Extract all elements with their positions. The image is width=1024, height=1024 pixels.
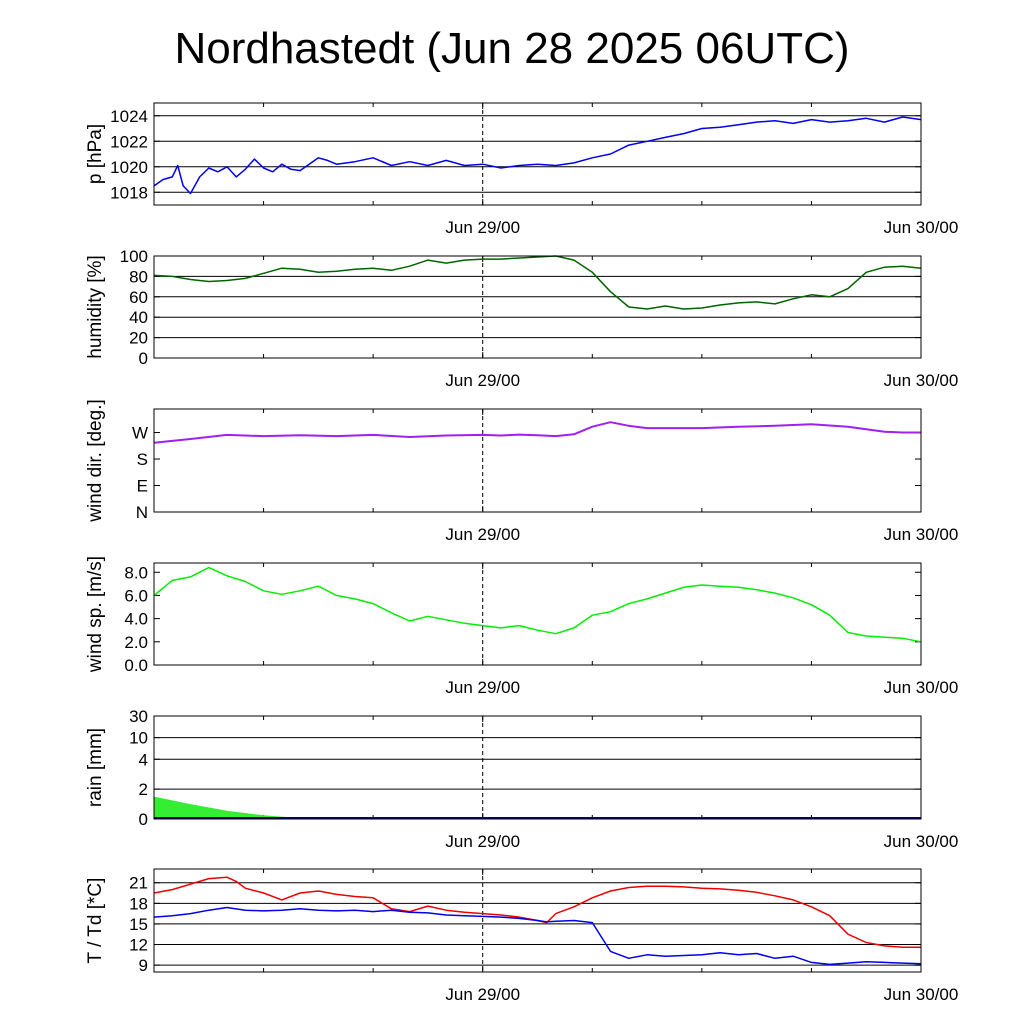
wind_dir-y-tick-label: E <box>137 477 148 496</box>
humidity-y-tick-label: 40 <box>129 308 148 327</box>
x-tick-label: Jun 29/00 <box>445 525 520 544</box>
wind_dir-axis-label: wind dir. [deg.] <box>85 399 106 523</box>
wind_speed-y-tick-label: 6.0 <box>124 586 148 605</box>
humidity-series-line <box>153 255 922 310</box>
humidity-y-tick-label: 100 <box>120 247 148 266</box>
temperature-y-tick-label: 15 <box>129 915 148 934</box>
wind_dir-y-tick-label: N <box>136 503 148 522</box>
temperature-series-line <box>153 906 922 966</box>
rain-y-tick-label: 4 <box>139 750 148 769</box>
rain-y-tick-label: 10 <box>129 729 148 748</box>
pressure-y-tick-label: 1024 <box>110 107 148 126</box>
rain-y-tick-label: 0 <box>139 810 148 829</box>
temperature-series-line <box>153 876 921 949</box>
humidity-y-tick-label: 60 <box>129 288 148 307</box>
page-title: Nordhastedt (Jun 28 2025 06UTC) <box>174 24 850 73</box>
wind_dir-series-line <box>153 421 921 444</box>
wind_dir-y-tick-label: W <box>132 424 148 443</box>
temperature-axis-label: T / Td [*C] <box>85 878 106 964</box>
temperature-y-tick-label: 9 <box>139 956 148 975</box>
x-tick-label: Jun 30/00 <box>884 832 959 851</box>
x-tick-label: Jun 30/00 <box>884 218 959 237</box>
x-tick-label: Jun 30/00 <box>884 985 959 1004</box>
wind_speed-y-tick-label: 0.0 <box>124 656 148 675</box>
pressure-axis-label: p [hPa] <box>85 124 106 184</box>
humidity-y-tick-label: 0 <box>139 349 148 368</box>
x-tick-label: Jun 29/00 <box>445 678 520 697</box>
humidity-panel-frame <box>153 255 922 359</box>
wind_dir-y-tick-label: S <box>137 450 148 469</box>
pressure-y-tick-label: 1022 <box>110 132 148 151</box>
wind_speed-panel-frame <box>153 562 922 666</box>
rain-panel-frame <box>153 715 922 820</box>
x-tick-label: Jun 30/00 <box>884 525 959 544</box>
pressure-y-tick-label: 1020 <box>110 158 148 177</box>
humidity-y-tick-label: 20 <box>129 329 148 348</box>
x-tick-label: Jun 29/00 <box>445 371 520 390</box>
wind_speed-y-tick-label: 8.0 <box>124 563 148 582</box>
rain-area <box>154 796 921 819</box>
temperature-y-tick-label: 12 <box>129 936 148 955</box>
x-tick-label: Jun 29/00 <box>445 985 520 1004</box>
x-tick-label: Jun 30/00 <box>884 678 959 697</box>
temperature-panel-frame <box>153 868 922 973</box>
x-tick-label: Jun 30/00 <box>884 371 959 390</box>
rain-axis-label: rain [mm] <box>85 728 106 807</box>
wind_speed-axis-label: wind sp. [m/s] <box>85 556 106 673</box>
temperature-y-tick-label: 18 <box>129 894 148 913</box>
wind_speed-y-tick-label: 4.0 <box>124 610 148 629</box>
x-tick-label: Jun 29/00 <box>445 218 520 237</box>
rain-y-tick-label: 30 <box>129 707 148 726</box>
wind_speed-series-line <box>153 566 922 643</box>
rain-y-tick-label: 2 <box>139 780 148 799</box>
wind_speed-y-tick-label: 2.0 <box>124 633 148 652</box>
wind_dir-panel-frame <box>153 408 922 513</box>
humidity-y-tick-label: 80 <box>129 267 148 286</box>
pressure-y-tick-label: 1018 <box>110 183 148 202</box>
humidity-axis-label: humidity [%] <box>85 255 106 358</box>
pressure-panel-frame <box>153 102 922 206</box>
x-tick-label: Jun 29/00 <box>445 832 520 851</box>
pressure-series-line <box>153 116 922 195</box>
temperature-y-tick-label: 21 <box>129 874 148 893</box>
